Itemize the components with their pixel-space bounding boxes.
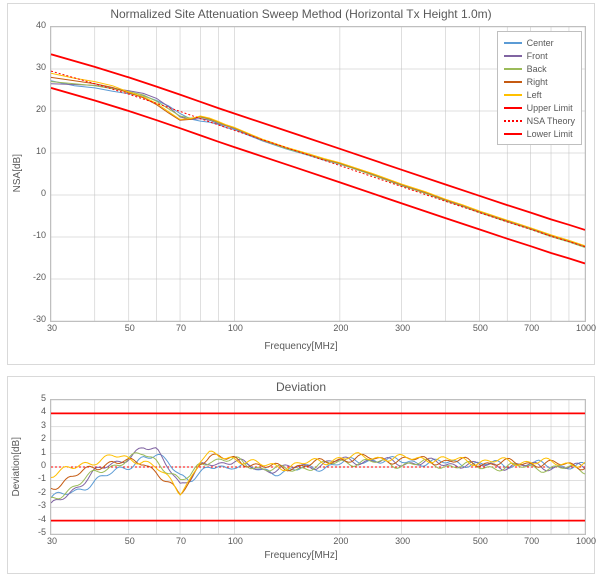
y-tick-label: 4 [41, 406, 46, 416]
y-tick-label: 1 [41, 447, 46, 457]
x-tick-label: 70 [169, 323, 193, 333]
legend-item: Left [504, 88, 575, 101]
legend-label: Back [527, 64, 547, 74]
page: { "global":{ "background_color":"#ffffff… [0, 0, 600, 577]
legend-item: NSA Theory [504, 114, 575, 127]
legend-item: Upper Limit [504, 101, 575, 114]
legend-label: NSA Theory [527, 116, 575, 126]
y-tick-label: 5 [41, 393, 46, 403]
y-tick-label: 0 [41, 460, 46, 470]
y-tick-label: -4 [38, 514, 46, 524]
y-tick-label: -1 [38, 473, 46, 483]
legend-swatch [504, 55, 522, 57]
nsa-legend: Center Front Back Right Left Upper Limit NSA T… [497, 31, 582, 145]
x-tick-label: 500 [468, 536, 492, 546]
legend-item: Back [504, 62, 575, 75]
y-tick-label: -20 [33, 272, 46, 282]
x-tick-label: 50 [118, 536, 142, 546]
deviation-plot-area [50, 399, 586, 535]
x-tick-label: 1000 [574, 323, 598, 333]
x-tick-label: 700 [520, 323, 544, 333]
legend-item: Front [504, 49, 575, 62]
x-tick-label: 500 [468, 323, 492, 333]
deviation-y-axis-label: Deviation[dB] [11, 437, 22, 496]
nsa-chart-frame: Normalized Site Attenuation Sweep Method… [7, 3, 595, 365]
y-tick-label: 30 [36, 62, 46, 72]
legend-swatch [504, 68, 522, 70]
legend-label: Upper Limit [527, 103, 573, 113]
x-tick-label: 300 [391, 536, 415, 546]
x-tick-label: 30 [40, 323, 64, 333]
legend-label: Center [527, 38, 554, 48]
y-tick-label: 0 [41, 188, 46, 198]
legend-label: Right [527, 77, 548, 87]
legend-swatch [504, 81, 522, 83]
y-tick-label: -10 [33, 230, 46, 240]
x-tick-label: 100 [223, 323, 247, 333]
y-tick-label: -2 [38, 487, 46, 497]
legend-swatch [504, 42, 522, 44]
legend-label: Left [527, 90, 542, 100]
y-tick-label: -5 [38, 527, 46, 537]
x-tick-label: 30 [40, 536, 64, 546]
y-tick-label: -30 [33, 314, 46, 324]
nsa-y-axis-label: NSA[dB] [12, 154, 23, 192]
legend-swatch [504, 94, 522, 96]
y-tick-label: 10 [36, 146, 46, 156]
legend-label: Front [527, 51, 548, 61]
y-tick-label: -3 [38, 500, 46, 510]
nsa-x-axis-label: Frequency[MHz] [8, 341, 594, 352]
legend-label: Lower Limit [527, 129, 573, 139]
x-tick-label: 200 [329, 323, 353, 333]
deviation-x-axis-label: Frequency[MHz] [8, 550, 594, 561]
y-tick-label: 20 [36, 104, 46, 114]
legend-swatch [504, 120, 522, 122]
deviation-chart-frame: Deviation Deviation[dB] Frequency[MHz] 3… [7, 376, 595, 574]
legend-swatch [504, 133, 522, 135]
y-tick-label: 3 [41, 420, 46, 430]
y-tick-label: 2 [41, 433, 46, 443]
nsa-chart-title: Normalized Site Attenuation Sweep Method… [8, 7, 594, 21]
x-tick-label: 700 [520, 536, 544, 546]
x-tick-label: 100 [223, 536, 247, 546]
x-tick-label: 70 [169, 536, 193, 546]
legend-item: Center [504, 36, 575, 49]
x-tick-label: 200 [329, 536, 353, 546]
x-tick-label: 1000 [574, 536, 598, 546]
legend-item: Lower Limit [504, 127, 575, 140]
x-tick-label: 300 [391, 323, 415, 333]
deviation-chart-title: Deviation [8, 380, 594, 394]
legend-item: Right [504, 75, 575, 88]
y-tick-label: 40 [36, 20, 46, 30]
legend-swatch [504, 107, 522, 109]
x-tick-label: 50 [118, 323, 142, 333]
